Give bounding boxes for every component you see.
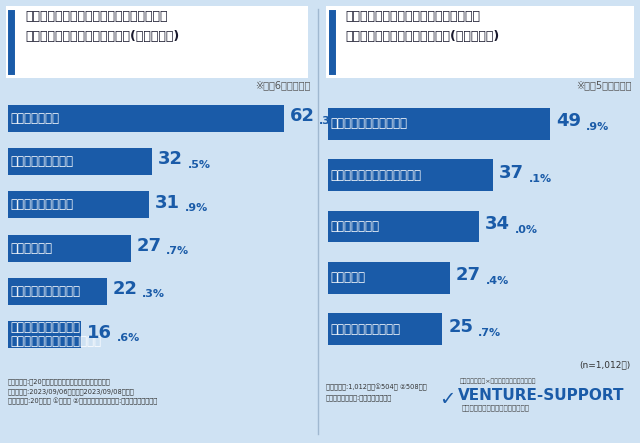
Text: 即入居可能: 即入居可能 <box>330 271 365 284</box>
Bar <box>8 148 152 175</box>
Bar <box>8 235 131 261</box>
Text: .6%: .6% <box>117 333 140 343</box>
Text: .7%: .7% <box>478 328 502 338</box>
Text: メリットがあると考えますか？(複数回答可): メリットがあると考えますか？(複数回答可) <box>25 30 179 43</box>
Text: 賃貸を選ぶメリットとして、どのような: 賃貸を選ぶメリットとして、どのような <box>345 10 480 23</box>
Text: .9%: .9% <box>586 123 609 132</box>
Text: メンテナンス費用の負担軽減: メンテナンス費用の負担軽減 <box>330 169 421 182</box>
Text: 安定した住まい: 安定した住まい <box>10 112 60 125</box>
Text: 32: 32 <box>157 151 182 168</box>
Text: 住宅ローン控除などの: 住宅ローン控除などの <box>10 321 80 334</box>
Text: 34: 34 <box>485 215 510 233</box>
Text: .5%: .5% <box>188 159 211 170</box>
Text: 22: 22 <box>113 280 138 298</box>
Bar <box>8 278 107 305</box>
Text: 将来の資産価値の増加: 将来の資産価値の増加 <box>10 285 80 298</box>
Text: 持ち家を選ぶメリットとして、どのような: 持ち家を選ぶメリットとして、どのような <box>25 10 168 23</box>
Text: VENTURE-SUPPORT: VENTURE-SUPPORT <box>458 388 625 403</box>
Text: 25: 25 <box>448 318 473 335</box>
Text: 49: 49 <box>556 113 581 130</box>
Text: 31: 31 <box>155 194 180 212</box>
Text: ※上位5項目を抜粋: ※上位5項目を抜粋 <box>577 80 632 90</box>
Text: 27: 27 <box>456 266 481 284</box>
Text: 62: 62 <box>289 107 314 125</box>
Text: ・モニター提供元:ゼネラルリサーチ: ・モニター提供元:ゼネラルリサーチ <box>326 394 392 400</box>
Bar <box>328 313 442 345</box>
Bar <box>8 191 149 218</box>
Bar <box>8 321 81 348</box>
Text: ベンチャーサポート不動産株式会社: ベンチャーサポート不動産株式会社 <box>462 404 530 411</box>
Text: .0%: .0% <box>515 225 538 235</box>
Text: .3%: .3% <box>319 117 342 126</box>
Text: 所有権の取得: 所有権の取得 <box>10 241 52 255</box>
Text: .3%: .3% <box>142 289 165 299</box>
Text: 不動産の専門家×税の専門家｜利益を最大化: 不動産の専門家×税の専門家｜利益を最大化 <box>460 378 536 384</box>
Text: (n=1,012人): (n=1,012人) <box>579 360 630 369</box>
Text: ・調査人数:1,012名（①504名 ②508名）: ・調査人数:1,012名（①504名 ②508名） <box>326 384 427 391</box>
Bar <box>8 105 284 132</box>
Bar <box>328 210 479 242</box>
Text: ✓: ✓ <box>438 390 455 409</box>
Bar <box>328 159 493 191</box>
Text: .9%: .9% <box>185 203 208 213</box>
Text: 37: 37 <box>499 163 524 182</box>
Text: プライバシーの確保: プライバシーの確保 <box>10 198 74 211</box>
Text: メリットがあると考えますか？(複数回答可): メリットがあると考えますか？(複数回答可) <box>345 30 499 43</box>
Text: .4%: .4% <box>486 276 509 286</box>
Text: 減税制度による税金面の優遇: 減税制度による税金面の優遇 <box>10 335 101 348</box>
Bar <box>328 262 450 294</box>
Text: 〈調査概要:「20代の住まいへの意識」に関する調査〉: 〈調査概要:「20代の住まいへの意識」に関する調査〉 <box>8 378 111 385</box>
Text: .7%: .7% <box>166 246 189 256</box>
Text: ・調査期間:2023/09/06（水）～2023/09/08（金）: ・調査期間:2023/09/06（水）～2023/09/08（金） <box>8 388 135 395</box>
Text: .1%: .1% <box>529 174 552 184</box>
Text: ・調査対象:20代男女 ①既婚者 ②未婚者　　・調査方法:インターネット調査: ・調査対象:20代男女 ①既婚者 ②未婚者 ・調査方法:インターネット調査 <box>8 398 157 405</box>
Text: ※上位6項目を抜粋: ※上位6項目を抜粋 <box>255 80 310 90</box>
Text: 16: 16 <box>87 323 112 342</box>
Text: 自由なカスタマイズ: 自由なカスタマイズ <box>10 155 74 168</box>
Text: 27: 27 <box>136 237 161 255</box>
Bar <box>328 108 550 140</box>
Text: 節約や貯蓄機会の創出: 節約や貯蓄機会の創出 <box>330 323 400 336</box>
Text: 生活拠点の移動の柔軟性: 生活拠点の移動の柔軟性 <box>330 117 407 130</box>
Text: 初期費用の軽減: 初期費用の軽減 <box>330 220 380 233</box>
